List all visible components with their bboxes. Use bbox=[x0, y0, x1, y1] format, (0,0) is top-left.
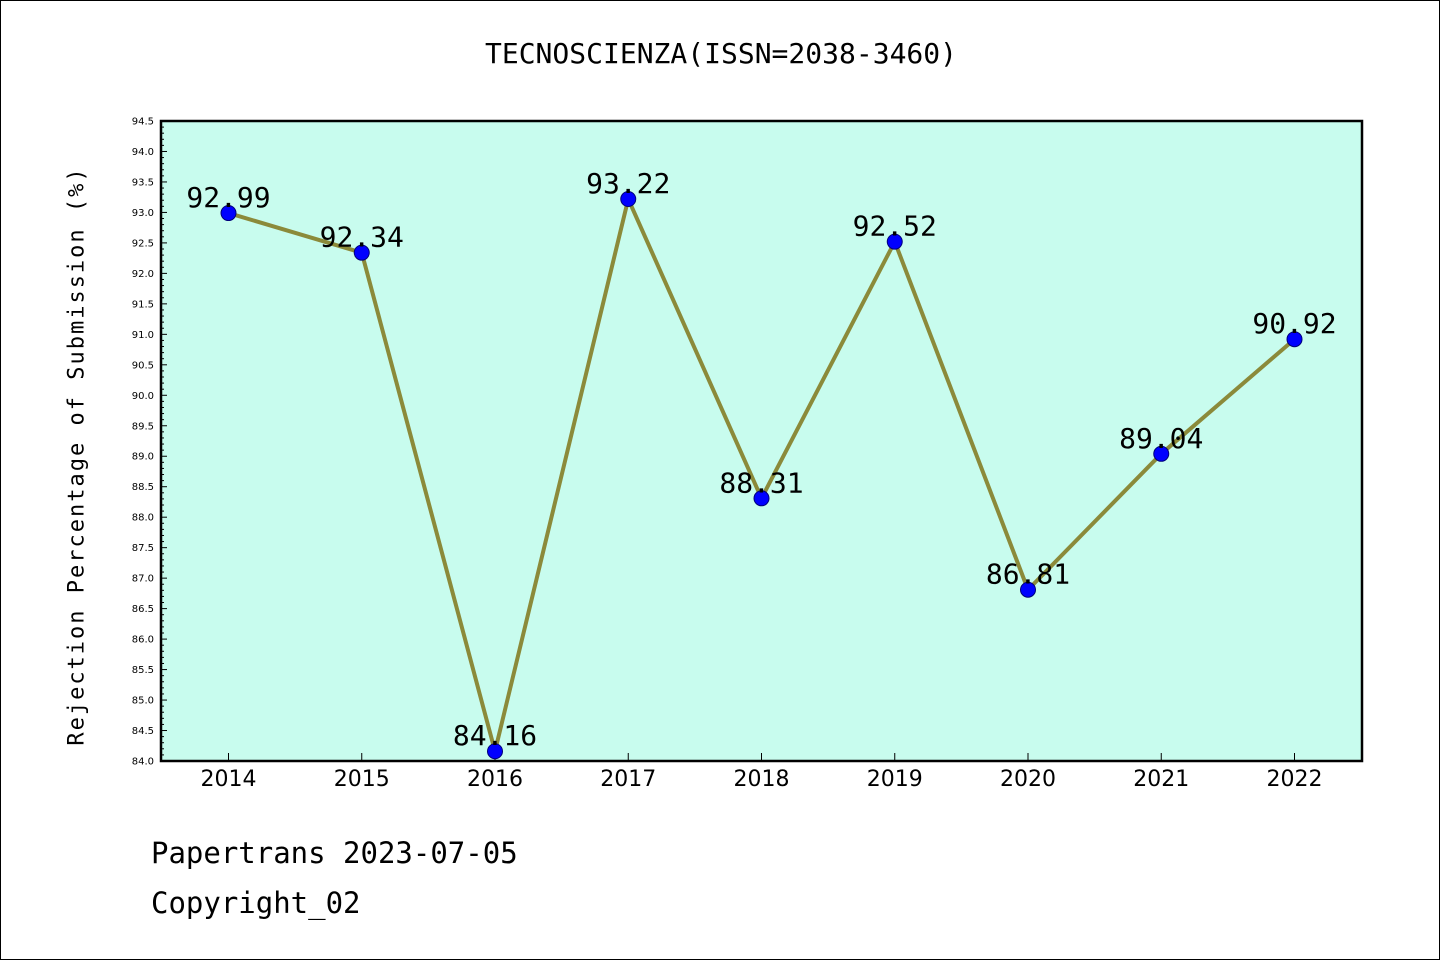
data-label: 92.52 bbox=[853, 210, 937, 243]
data-label: 88.31 bbox=[719, 466, 803, 499]
data-label: 92.34 bbox=[320, 221, 404, 254]
data-labels: 92.99 92.34 84.16 93.22 88.31 92.52 86.81 89.04… bbox=[186, 167, 1336, 752]
y-tick-label: 90.5 bbox=[132, 360, 154, 371]
x-tick-label: 2015 bbox=[334, 767, 390, 792]
data-label: 89.04 bbox=[1119, 422, 1203, 455]
y-tick-label: 88.0 bbox=[132, 513, 154, 524]
data-label: 86.81 bbox=[986, 558, 1070, 591]
data-point bbox=[1153, 445, 1170, 462]
y-tick-label: 86.0 bbox=[132, 635, 154, 646]
x-tick-label: 2017 bbox=[600, 767, 656, 792]
y-tick-label: 89.0 bbox=[132, 452, 154, 463]
y-tick-label: 84.5 bbox=[132, 726, 154, 737]
y-tick-label: 93.5 bbox=[132, 177, 154, 188]
x-tick-label: 2014 bbox=[201, 767, 257, 792]
data-label: 90.92 bbox=[1252, 307, 1336, 340]
y-tick-label: 87.0 bbox=[132, 574, 154, 585]
data-points bbox=[220, 191, 1303, 760]
y-tick-label: 92.5 bbox=[132, 238, 154, 249]
y-tick-label: 87.5 bbox=[132, 543, 154, 554]
data-point bbox=[1020, 581, 1036, 598]
data-point bbox=[753, 490, 770, 507]
y-tick-label: 90.0 bbox=[132, 391, 154, 402]
plot-area bbox=[159, 119, 1364, 763]
data-point bbox=[886, 233, 903, 250]
y-tick-label: 91.0 bbox=[132, 330, 154, 341]
data-point bbox=[1286, 331, 1303, 348]
y-tick-label: 85.5 bbox=[132, 665, 154, 676]
data-point bbox=[487, 743, 503, 760]
x-tick-label: 2019 bbox=[867, 767, 923, 792]
y-tick-label: 88.5 bbox=[132, 482, 154, 493]
data-label: 84.16 bbox=[453, 719, 537, 752]
y-tick-label: 84.0 bbox=[132, 757, 154, 768]
data-point bbox=[620, 191, 637, 208]
y-tick-label: 91.5 bbox=[132, 299, 154, 310]
footer-copyright: Copyright_02 bbox=[151, 886, 361, 920]
y-tick-label: 89.5 bbox=[132, 421, 154, 432]
y-tick-label: 85.0 bbox=[132, 696, 154, 707]
data-point bbox=[353, 244, 370, 261]
footer-date: Papertrans 2023-07-05 bbox=[151, 836, 518, 870]
y-tick-label: 86.5 bbox=[132, 604, 154, 615]
data-point bbox=[220, 205, 237, 222]
y-tick-label: 94.5 bbox=[132, 117, 154, 128]
y-tick-label: 92.0 bbox=[132, 269, 154, 280]
y-ticks: 84.0 84.5 85.0 85.5 86.0 86.5 87.0 87.5 88.0 88.5… bbox=[132, 117, 167, 768]
y-tick-label: 93.0 bbox=[132, 208, 154, 219]
x-tick-label: 2021 bbox=[1133, 767, 1189, 792]
data-label: 92.99 bbox=[186, 181, 270, 214]
x-tick-label: 2016 bbox=[467, 767, 523, 792]
x-tick-label: 2018 bbox=[734, 767, 790, 792]
data-label: 93.22 bbox=[586, 167, 670, 200]
x-tick-label: 2020 bbox=[1000, 767, 1056, 792]
x-tick-label: 2022 bbox=[1267, 767, 1323, 792]
y-tick-label: 94.0 bbox=[132, 147, 154, 158]
x-ticks: 2014 2015 2016 2017 2018 2019 2020 2021 2022 bbox=[201, 753, 1323, 792]
chart-title: TECNOSCIENZA(ISSN=2038-3460) bbox=[484, 37, 957, 70]
